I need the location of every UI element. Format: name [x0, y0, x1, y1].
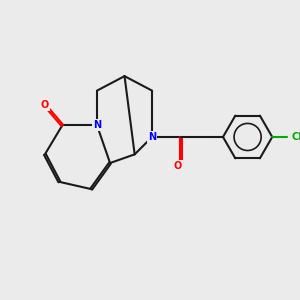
Text: N: N: [148, 132, 156, 142]
Text: Cl: Cl: [292, 132, 300, 142]
Text: O: O: [174, 161, 182, 171]
Text: N: N: [93, 120, 101, 130]
Text: O: O: [41, 100, 49, 110]
